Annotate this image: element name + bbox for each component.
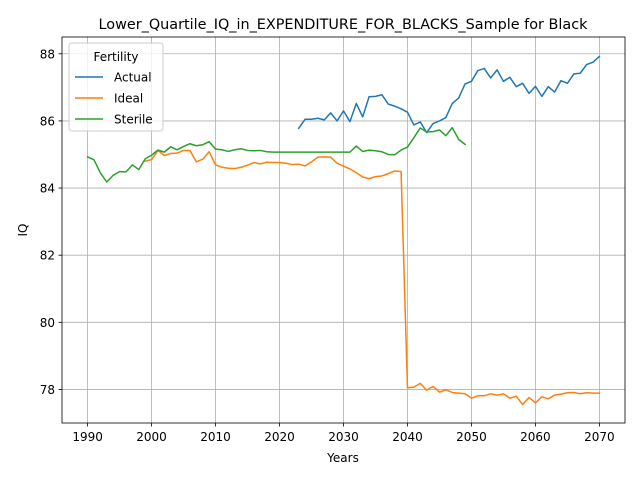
legend-title: Fertility: [93, 50, 138, 64]
grid: [62, 37, 625, 423]
x-axis-label: Years: [326, 451, 359, 465]
legend-label-ideal: Ideal: [114, 92, 143, 106]
series-line-ideal: [144, 149, 601, 406]
series-line-actual: [297, 55, 601, 134]
y-tick-label: 78: [40, 383, 55, 397]
x-tick-label: 2030: [328, 430, 359, 444]
series-layer: [86, 55, 601, 406]
chart-title: Lower_Quartile_IQ_in_EXPENDITURE_FOR_BLA…: [99, 17, 589, 33]
x-tick-label: 1990: [72, 430, 103, 444]
x-tick-label: 2050: [456, 430, 487, 444]
x-tick-label: 2000: [136, 430, 167, 444]
y-tick-label: 82: [40, 249, 55, 263]
y-tick-label: 88: [40, 47, 55, 61]
x-axis: 1990 2000 2010 2020 2030 2040 2050 2060 2070: [72, 423, 615, 444]
y-axis-label: IQ: [16, 224, 30, 237]
series-line-sterile: [86, 126, 467, 183]
legend: Fertility Actual Ideal Sterile: [68, 42, 164, 132]
x-tick-label: 2010: [200, 430, 231, 444]
y-tick-label: 86: [40, 114, 55, 128]
x-tick-label: 2070: [584, 430, 615, 444]
x-tick-label: 2060: [520, 430, 551, 444]
y-axis: 78 80 82 84 86 88: [40, 47, 62, 397]
y-tick-label: 84: [40, 182, 55, 196]
legend-box: [68, 42, 164, 132]
legend-label-sterile: Sterile: [114, 113, 153, 127]
legend-label-actual: Actual: [114, 71, 152, 85]
x-tick-label: 2040: [392, 430, 423, 444]
x-tick-label: 2020: [264, 430, 295, 444]
y-tick-label: 80: [40, 316, 55, 330]
